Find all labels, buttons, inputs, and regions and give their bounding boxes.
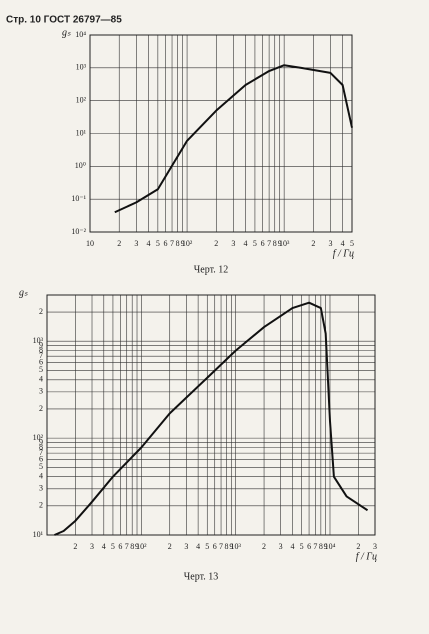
y-tick-label: 10¹ <box>33 530 44 539</box>
plot-frame <box>46 294 376 536</box>
x-tick-label: 4 <box>244 239 248 248</box>
y-tick-label: 10⁰ <box>75 161 86 170</box>
y-tick-label: 9 <box>39 437 43 446</box>
x-tick-label: 5 <box>156 239 160 248</box>
plot-frame <box>89 34 353 233</box>
x-tick-label: 3 <box>231 239 235 248</box>
y-tick-label: 10⁻¹ <box>71 194 86 203</box>
x-tick-label: 3 <box>90 542 94 551</box>
y-tick-label: 3 <box>39 387 43 396</box>
x-tick-label: 6 <box>164 239 168 248</box>
y-tick-label: 10² <box>76 95 87 104</box>
y-tick-label: 10³ <box>33 336 44 345</box>
x-tick-label: 10³ <box>279 239 290 248</box>
x-tick-label: 10² <box>182 239 193 248</box>
y-tick-label: 6 <box>39 454 43 463</box>
y-tick-label: 10¹ <box>76 128 87 137</box>
header: Стр. 10 ГОСТ 26797—85 <box>6 15 122 26</box>
x-tick-label: 5 <box>300 542 304 551</box>
y-tick-label: 10⁻² <box>71 227 86 236</box>
y-axis-label: gₛ <box>19 287 28 298</box>
x-tick-label: 3 <box>184 542 188 551</box>
y-tick-label: 9 <box>39 340 43 349</box>
x-tick-label: 6 <box>213 542 217 551</box>
x-tick-label: 6 <box>307 542 311 551</box>
x-tick-label: 4 <box>341 239 345 248</box>
x-tick-label: 2 <box>214 239 218 248</box>
x-tick-label: 7 <box>267 239 271 248</box>
caption: Черт. 13 <box>184 571 218 582</box>
x-tick-label: 5 <box>205 542 209 551</box>
x-tick-label: 5 <box>253 239 257 248</box>
x-axis-label: f / Гц <box>356 551 377 562</box>
x-tick-label: 2 <box>73 542 77 551</box>
x-tick-label: 10³ <box>230 542 241 551</box>
y-tick-label: 6 <box>39 358 43 367</box>
x-tick-label: 4 <box>102 542 106 551</box>
y-tick-label: 5 <box>39 462 43 471</box>
x-tick-label: 8 <box>319 542 323 551</box>
x-tick-label: 6 <box>118 542 122 551</box>
x-tick-label: 7 <box>313 542 317 551</box>
x-tick-label: 2 <box>311 239 315 248</box>
y-tick-label: 7 <box>39 448 43 457</box>
x-tick-label: 2 <box>117 239 121 248</box>
x-tick-label: 10² <box>136 542 147 551</box>
x-tick-label: 5 <box>111 542 115 551</box>
x-tick-label: 7 <box>125 542 129 551</box>
y-tick-label: 3 <box>39 484 43 493</box>
x-tick-label: 7 <box>219 542 223 551</box>
x-tick-label: 2 <box>168 542 172 551</box>
y-tick-label: 10² <box>33 433 44 442</box>
x-tick-label: 5 <box>350 239 354 248</box>
x-axis-label: f / Гц <box>333 248 354 259</box>
y-tick-label: 10⁴ <box>75 30 86 39</box>
y-axis-label: gₛ <box>62 27 71 38</box>
y-tick-label: 4 <box>39 471 43 480</box>
x-tick-label: 3 <box>134 239 138 248</box>
x-tick-label: 9 <box>278 239 282 248</box>
x-tick-label: 9 <box>229 542 233 551</box>
x-tick-label: 10⁴ <box>325 542 336 551</box>
y-tick-label: 8 <box>39 442 43 451</box>
caption: Черт. 12 <box>194 264 228 275</box>
x-tick-label: 8 <box>176 239 180 248</box>
y-tick-label: 7 <box>39 351 43 360</box>
y-tick-label: 4 <box>39 375 43 384</box>
x-tick-label: 3 <box>373 542 377 551</box>
y-tick-label: 2 <box>39 307 43 316</box>
x-tick-label: 8 <box>130 542 134 551</box>
y-tick-label: 2 <box>39 501 43 510</box>
data-line <box>114 64 353 214</box>
x-tick-label: 2 <box>262 542 266 551</box>
x-tick-label: 4 <box>146 239 150 248</box>
x-tick-label: 6 <box>261 239 265 248</box>
x-tick-label: 9 <box>181 239 185 248</box>
x-tick-label: 8 <box>273 239 277 248</box>
x-tick-label: 3 <box>279 542 283 551</box>
x-tick-label: 2 <box>356 542 360 551</box>
x-tick-label: 4 <box>290 542 294 551</box>
x-tick-label: 3 <box>328 239 332 248</box>
x-tick-label: 7 <box>170 239 174 248</box>
x-tick-label: 8 <box>225 542 229 551</box>
y-tick-label: 10³ <box>76 63 87 72</box>
x-tick-label: 4 <box>196 542 200 551</box>
y-tick-label: 2 <box>39 404 43 413</box>
x-tick-label: 9 <box>324 542 328 551</box>
x-tick-label: 10 <box>86 239 94 248</box>
y-tick-label: 5 <box>39 365 43 374</box>
data-line <box>54 301 369 536</box>
y-tick-label: 8 <box>39 345 43 354</box>
x-tick-label: 9 <box>135 542 139 551</box>
